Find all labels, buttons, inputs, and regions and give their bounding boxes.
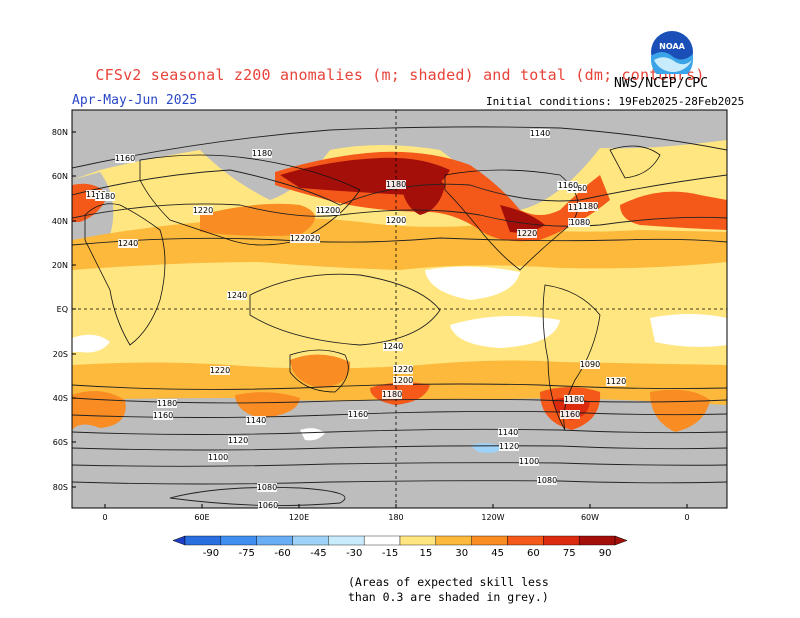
contour-label: 1180 <box>578 202 598 211</box>
colorbar-label: 15 <box>420 548 433 559</box>
contour-label: 1120 <box>228 436 248 445</box>
colorbar-swatch <box>471 535 508 546</box>
contour-label: 1140 <box>498 428 518 437</box>
contour-label: 1180 <box>382 390 402 399</box>
lon-tick-label: 60E <box>194 513 209 522</box>
lat-tick-label: 60S <box>53 438 68 447</box>
forecast-period: Apr-May-Jun 2025 <box>72 93 198 108</box>
colorbar-arrow-right <box>614 535 628 546</box>
colorbar-label: 60 <box>527 548 540 559</box>
contour-label: 1220 <box>393 365 413 374</box>
longitude-ticks: 0 60E 120E 180 120W 60W 0 <box>102 504 690 522</box>
colorbar-label: 30 <box>455 548 468 559</box>
contour-label: 1180 <box>157 399 177 408</box>
colorbar-label: -45 <box>310 548 326 559</box>
contour-label: 1160 <box>560 410 580 419</box>
contour-label: 1220 <box>193 206 213 215</box>
colorbar-label: 75 <box>563 548 576 559</box>
colorbar-label: 45 <box>491 548 504 559</box>
contour-label: 1180 <box>564 395 584 404</box>
colorbar-swatch <box>292 535 329 546</box>
contour-label: 1100 <box>208 453 228 462</box>
latitude-ticks: 80N 60N 40N 20N EQ 20S 40S 60S 80S <box>52 128 76 492</box>
lat-tick-label: 60N <box>52 172 68 181</box>
contour-label: 1090 <box>580 360 600 369</box>
contour-label: 1180 <box>95 192 115 201</box>
footnote-line-2: than 0.3 are shaded in grey.) <box>348 590 549 604</box>
contour-label: 1160 <box>348 410 368 419</box>
contour-label: 1220 <box>210 366 230 375</box>
colorbar-label: 90 <box>599 548 612 559</box>
contour-label: 1080 <box>257 483 277 492</box>
contour-label: 1220 <box>517 229 537 238</box>
lat-tick-label: 20N <box>52 261 68 270</box>
contour-label: 1160 <box>153 411 173 420</box>
contour-label: 1240 <box>227 291 247 300</box>
footnote-line-1: (Areas of expected skill less <box>348 575 549 589</box>
lat-tick-label: 40S <box>53 394 68 403</box>
colorbar-label: -15 <box>382 548 398 559</box>
lon-tick-label: 120E <box>289 513 309 522</box>
lat-tick-label: EQ <box>57 305 68 314</box>
contour-label: 1120 <box>606 377 626 386</box>
lat-tick-label: 80N <box>52 128 68 137</box>
contour-label: 1240 <box>118 239 138 248</box>
lon-tick-label: 60W <box>581 513 599 522</box>
colorbar-label: -90 <box>203 548 219 559</box>
contour-label: 1200 <box>393 376 413 385</box>
skill-footnote: (Areas of expected skill less than 0.3 a… <box>348 575 549 605</box>
lat-tick-label: 20S <box>53 350 68 359</box>
initial-conditions: Initial conditions: 19Feb2025-28Feb2025 <box>486 95 745 108</box>
colorbar-swatch <box>399 535 437 546</box>
contour-label: 1160 <box>558 181 578 190</box>
colorbar-label: -60 <box>274 548 290 559</box>
lon-tick-label: 120W <box>481 513 504 522</box>
contour-label: 1220 <box>290 234 310 243</box>
colorbar-swatch <box>578 535 616 546</box>
contour-labels: 1140 1160 1180 1200 1220 1240 1140 1160 1180 1200… <box>86 129 626 510</box>
colorbar-swatch <box>328 535 365 546</box>
colorbar-swatch <box>256 535 293 546</box>
color-legend: -90 -75 -60 -45 -30 -15 15 30 45 60 75 90 <box>172 535 628 559</box>
colorbar-label: -30 <box>346 548 362 559</box>
contour-label: 1080 <box>570 218 590 227</box>
contour-label: 1100 <box>519 457 539 466</box>
contour-label: 1160 <box>115 154 135 163</box>
colorbar-label: -75 <box>239 548 255 559</box>
colorbar-swatch <box>184 535 222 546</box>
colorbar-swatch <box>435 535 472 546</box>
colorbar-swatch <box>507 535 544 546</box>
agency-label: NWS/NCEP/CPC <box>614 76 708 91</box>
contour-label: 1240 <box>383 342 403 351</box>
chart-title: CFSv2 seasonal z200 anomalies (m; shaded… <box>95 66 705 84</box>
lon-tick-label: 0 <box>684 513 689 522</box>
noaa-logo-icon: NOAA <box>651 31 693 74</box>
lon-tick-label: 0 <box>102 513 107 522</box>
lat-tick-label: 80S <box>53 483 68 492</box>
colorbar-swatch <box>543 535 580 546</box>
contour-label: 1080 <box>537 476 557 485</box>
contour-label: 1140 <box>530 129 550 138</box>
colorbar-swatch <box>220 535 257 546</box>
contour-label: 1180 <box>252 149 272 158</box>
colorbar-swatch <box>363 535 401 546</box>
contour-label: 1200 <box>320 206 340 215</box>
svg-text:NOAA: NOAA <box>659 42 685 51</box>
contour-label: 1060 <box>258 501 278 510</box>
contour-label: 1140 <box>246 416 266 425</box>
contour-label: 1180 <box>386 180 406 189</box>
contour-label: 1120 <box>499 442 519 451</box>
contour-label: 1200 <box>386 216 406 225</box>
lat-tick-label: 40N <box>52 217 68 226</box>
colorbar-arrow-left <box>172 535 186 546</box>
lon-tick-label: 180 <box>388 513 403 522</box>
